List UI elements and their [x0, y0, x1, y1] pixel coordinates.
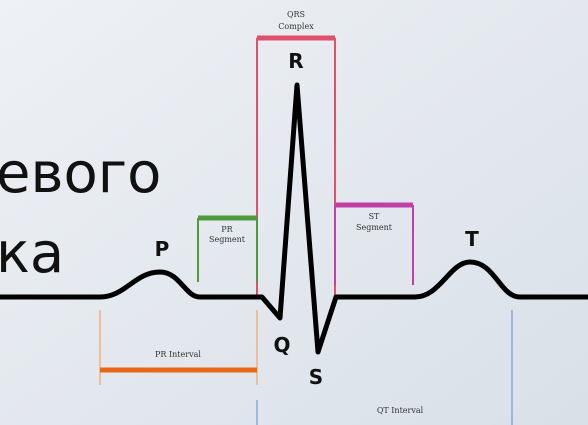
pr-segment-label: PR — [221, 225, 233, 234]
wave-label: T — [465, 227, 479, 251]
qrs-label: Complex — [278, 22, 314, 31]
slide-text: евого — [0, 141, 161, 206]
st-segment-markers — [334, 202, 414, 285]
pr-segment-label: Segment — [209, 235, 246, 244]
wave-label: R — [288, 49, 303, 73]
ecg-trace — [0, 82, 588, 355]
qt-interval-markers — [256, 310, 513, 425]
pr-interval-markers — [99, 310, 258, 385]
pr-segment-markers — [197, 215, 258, 282]
st-segment-label: Segment — [356, 223, 393, 232]
wave-label: S — [309, 365, 323, 389]
wave-label: P — [155, 237, 170, 261]
slide-text: ка — [0, 221, 64, 286]
st-segment-label: ST — [369, 212, 380, 221]
qrs-label: QRS — [287, 10, 305, 19]
pr-interval-label: PR Interval — [155, 350, 201, 359]
wave-label: Q — [273, 333, 290, 357]
qt-interval-label: QT Interval — [377, 406, 424, 415]
